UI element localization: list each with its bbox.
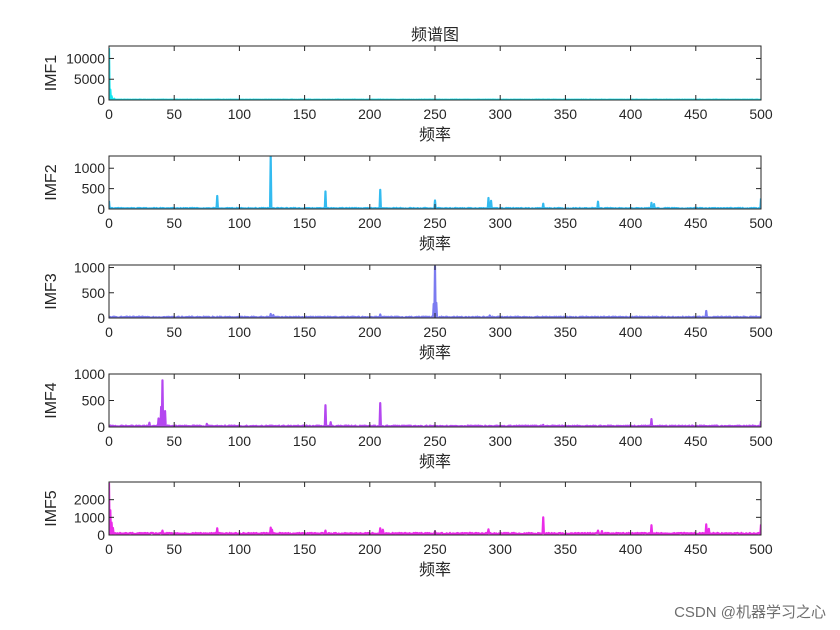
x-tick-label: 450 xyxy=(684,106,708,122)
x-tick-label: 250 xyxy=(423,541,447,557)
x-tick-label: 350 xyxy=(554,433,578,449)
x-axis-label: 频率 xyxy=(419,453,451,471)
x-tick-label: 300 xyxy=(489,215,513,231)
subplot-imf5: 0 50 100 150 200 250 300 350 400 450 500010002000I… xyxy=(43,481,773,579)
series-line-imf2 xyxy=(109,156,761,209)
x-tick-label: 50 xyxy=(166,215,182,231)
figure-title: 频谱图 xyxy=(411,26,459,44)
x-tick-label: 200 xyxy=(358,106,382,122)
x-tick-label: 250 xyxy=(423,433,447,449)
x-tick-label: 500 xyxy=(749,433,773,449)
x-tick-label: 500 xyxy=(749,215,773,231)
x-tick-label: 300 xyxy=(489,324,513,340)
x-tick-label: 300 xyxy=(489,433,513,449)
y-tick-label: 0 xyxy=(97,310,105,326)
y-tick-label: 0 xyxy=(97,527,105,543)
x-tick-label: 150 xyxy=(293,106,317,122)
x-tick-label: 400 xyxy=(619,106,643,122)
x-tick-label: 150 xyxy=(293,215,317,231)
x-tick-label: 100 xyxy=(228,106,252,122)
x-tick-label: 250 xyxy=(423,215,447,231)
x-tick-label: 350 xyxy=(554,324,578,340)
x-tick-label: 450 xyxy=(684,541,708,557)
y-tick-label: 500 xyxy=(82,393,106,409)
x-tick-label: 0 xyxy=(105,324,113,340)
x-tick-label: 100 xyxy=(228,324,252,340)
x-tick-label: 200 xyxy=(358,541,382,557)
x-tick-label: 500 xyxy=(749,541,773,557)
y-axis-label: IMF5 xyxy=(43,490,60,527)
x-tick-label: 350 xyxy=(554,106,578,122)
x-tick-label: 50 xyxy=(166,324,182,340)
x-tick-label: 100 xyxy=(228,541,252,557)
y-tick-label: 0 xyxy=(97,92,105,108)
csdn-watermark: CSDN @机器学习之心 xyxy=(674,604,826,621)
x-tick-label: 400 xyxy=(619,324,643,340)
x-axis-label: 频率 xyxy=(419,235,451,253)
y-tick-label: 2000 xyxy=(74,492,105,508)
x-tick-label: 200 xyxy=(358,324,382,340)
x-tick-label: 150 xyxy=(293,541,317,557)
x-tick-label: 350 xyxy=(554,215,578,231)
y-tick-label: 1000 xyxy=(74,509,105,525)
y-axis-label: IMF3 xyxy=(43,273,60,310)
y-tick-label: 5000 xyxy=(74,71,105,87)
x-tick-label: 200 xyxy=(358,215,382,231)
x-tick-label: 450 xyxy=(684,433,708,449)
x-tick-label: 0 xyxy=(105,106,113,122)
y-tick-label: 0 xyxy=(97,201,105,217)
x-tick-label: 50 xyxy=(166,541,182,557)
x-tick-label: 0 xyxy=(105,215,113,231)
x-tick-label: 500 xyxy=(749,324,773,340)
x-tick-label: 150 xyxy=(293,324,317,340)
x-tick-label: 300 xyxy=(489,106,513,122)
x-axis-label: 频率 xyxy=(419,126,451,144)
x-tick-label: 500 xyxy=(749,106,773,122)
x-tick-label: 350 xyxy=(554,541,578,557)
y-tick-label: 1000 xyxy=(74,366,105,382)
x-tick-label: 50 xyxy=(166,433,182,449)
x-tick-label: 400 xyxy=(619,215,643,231)
y-tick-label: 500 xyxy=(82,181,106,197)
x-tick-label: 300 xyxy=(489,541,513,557)
y-axis-label: IMF1 xyxy=(43,55,60,92)
x-tick-label: 50 xyxy=(166,106,182,122)
subplot-imf3: 0 50 100 150 200 250 300 350 400 450 500 0 500 1000 IM… xyxy=(43,260,773,362)
y-tick-label: 1000 xyxy=(74,260,105,276)
y-axis-label: IMF4 xyxy=(43,382,60,419)
x-tick-label: 100 xyxy=(228,215,252,231)
x-tick-label: 200 xyxy=(358,433,382,449)
y-axis-label: IMF2 xyxy=(43,164,60,201)
subplot-imf2: 0 50 100 150 200 250 300 350 400 450 500 0 500 1000 IM… xyxy=(43,155,773,253)
x-axis-label: 频率 xyxy=(419,344,451,362)
x-tick-label: 450 xyxy=(684,324,708,340)
x-tick-label: 100 xyxy=(228,433,252,449)
x-tick-label: 400 xyxy=(619,541,643,557)
x-tick-label: 400 xyxy=(619,433,643,449)
x-tick-label: 0 xyxy=(105,433,113,449)
subplots: 0 50 100 150 200 250 300 350 400 450 5000500010000… xyxy=(43,45,773,579)
x-tick-label: 250 xyxy=(423,106,447,122)
x-tick-label: 450 xyxy=(684,215,708,231)
y-tick-label: 500 xyxy=(82,285,106,301)
y-tick-label: 0 xyxy=(97,419,105,435)
x-axis-label: 频率 xyxy=(419,561,451,579)
y-tick-label: 1000 xyxy=(74,160,105,176)
subplot-imf1: 0 50 100 150 200 250 300 350 400 450 5000500010000… xyxy=(43,45,773,144)
y-tick-label: 10000 xyxy=(66,50,105,66)
x-tick-label: 150 xyxy=(293,433,317,449)
x-tick-label: 0 xyxy=(105,541,113,557)
x-tick-label: 250 xyxy=(423,324,447,340)
subplot-imf4: 0 50 100 150 200 250 300 350 400 450 500 0 500 1000 IM… xyxy=(43,366,773,471)
